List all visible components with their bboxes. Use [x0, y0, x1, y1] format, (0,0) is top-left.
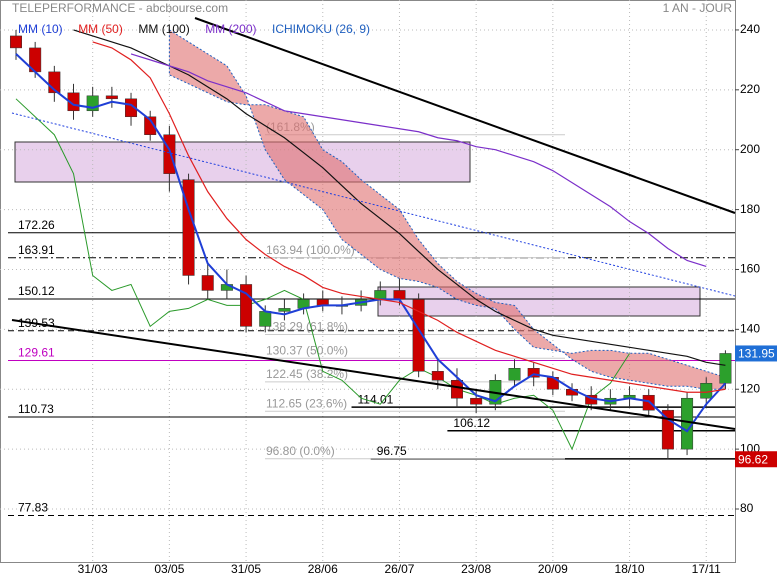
- candle-body: [508, 368, 521, 381]
- level-label: 77.83: [18, 501, 48, 515]
- y-tick-label: 140: [740, 322, 760, 336]
- candle-body: [86, 95, 99, 112]
- chart-title: TELEPERFORMANCE - abcbourse.com: [12, 1, 228, 15]
- candle-body: [201, 275, 214, 291]
- ma-line: [73, 29, 726, 366]
- candle-body: [9, 35, 22, 49]
- fib-label: 112.65 (23.6%): [266, 396, 347, 410]
- candle-body: [105, 95, 118, 100]
- low-price-tag: 96.62: [738, 452, 768, 466]
- candle-body: [527, 368, 540, 378]
- zone: [377, 286, 701, 317]
- fib-label: 96.80 (0.0%): [266, 444, 335, 458]
- candle-body: [393, 290, 406, 300]
- legend-entry: MM (50): [78, 22, 123, 36]
- legend-entry: ICHIMOKU (26, 9): [272, 22, 370, 36]
- candle-body: [67, 92, 80, 112]
- period[interactable]: 1 AN - JOUR: [663, 1, 733, 15]
- zone: [14, 141, 471, 183]
- candle-body: [412, 299, 425, 372]
- x-tick-label: 31/03: [78, 562, 108, 576]
- trend-line: [194, 17, 736, 214]
- trend-line: [11, 112, 736, 297]
- level-label: 172.26: [18, 218, 55, 232]
- y-tick-label: 180: [740, 202, 760, 216]
- candle-body: [278, 308, 291, 312]
- y-tick-label: 80: [740, 501, 754, 515]
- candle-body: [163, 134, 176, 174]
- ma-line: [130, 53, 707, 268]
- fib-label: 163.94 (100.0%): [266, 243, 355, 257]
- y-tick-label: 240: [740, 22, 760, 36]
- level-label: 163.91: [18, 243, 55, 257]
- ichimoku-cloud: [168, 29, 726, 390]
- candle-body: [719, 353, 732, 384]
- x-tick-label: 26/07: [384, 562, 414, 576]
- candle-body: [374, 290, 387, 300]
- x-tick-label: 23/08: [461, 562, 491, 576]
- support-label: 96.75: [377, 444, 407, 458]
- level-label: 110.73: [18, 402, 54, 416]
- candle-body: [450, 380, 463, 399]
- ma-line: [15, 53, 727, 433]
- candle-body: [470, 397, 483, 405]
- candle-body: [700, 382, 713, 399]
- fib-label: 130.37 (50.0%): [266, 343, 348, 357]
- legend-entry: MM (100): [138, 22, 189, 36]
- level-label: 150.12: [18, 284, 55, 298]
- plot-frame: [0, 0, 736, 563]
- support-label: 106.12: [453, 416, 490, 430]
- candle-body: [144, 116, 157, 135]
- x-tick-label: 17/11: [692, 562, 721, 576]
- fib-label: 138.29 (61.8%): [266, 320, 348, 334]
- y-tick-label: 200: [740, 142, 760, 156]
- legend-entry: MM (10): [18, 22, 63, 36]
- candle-body: [48, 71, 61, 94]
- last-price-tag: 131.95: [738, 347, 775, 361]
- low-price-tag-box: [735, 451, 777, 468]
- ma-line: [92, 41, 726, 393]
- x-tick-label: 20/09: [538, 562, 568, 576]
- fib-label: 122.45 (38.2%): [266, 367, 348, 381]
- legend-entry: MM (200): [205, 22, 256, 36]
- candle-body: [681, 397, 694, 450]
- lagging-line: [15, 98, 630, 451]
- level-label: 129.61: [18, 346, 55, 360]
- x-tick-label: 28/06: [308, 562, 338, 576]
- candle-body: [661, 409, 674, 450]
- trend-line: [11, 319, 736, 430]
- y-tick-label: 120: [740, 381, 760, 395]
- y-tick-label: 160: [740, 262, 760, 276]
- support-label: 114.01: [358, 392, 394, 406]
- x-tick-label: 03/05: [154, 562, 184, 576]
- candle-body: [259, 311, 272, 327]
- x-tick-label: 18/10: [615, 562, 645, 576]
- y-tick-label: 220: [740, 82, 760, 96]
- last-price-tag-box: [735, 345, 777, 362]
- candle-body: [240, 284, 253, 327]
- candle-body: [125, 98, 138, 118]
- candle-body: [431, 371, 444, 381]
- candle-body: [642, 394, 655, 411]
- x-tick-label: 31/05: [231, 562, 261, 576]
